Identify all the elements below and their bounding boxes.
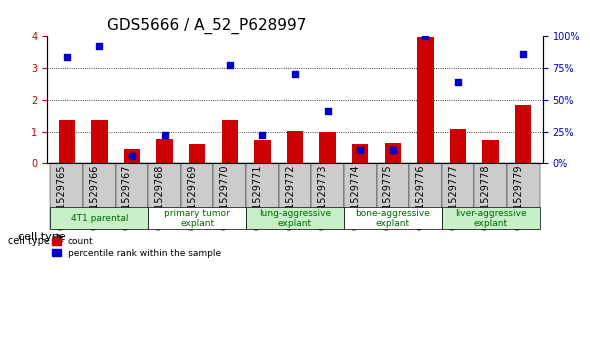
- Point: [356, 147, 365, 153]
- Bar: [246, 163, 278, 229]
- Text: bone-aggressive
explant: bone-aggressive explant: [355, 209, 430, 228]
- Point: [519, 51, 528, 57]
- Text: primary tumor
explant: primary tumor explant: [164, 209, 230, 228]
- Text: cell type: cell type: [18, 232, 65, 242]
- Bar: [148, 163, 181, 229]
- Bar: [417, 37, 434, 163]
- Point: [323, 108, 332, 114]
- Bar: [352, 144, 368, 163]
- Point: [421, 33, 430, 39]
- Point: [388, 147, 398, 153]
- Bar: [189, 144, 205, 163]
- Bar: [474, 163, 507, 229]
- Bar: [181, 163, 214, 229]
- Bar: [312, 163, 344, 229]
- Bar: [287, 131, 303, 163]
- Bar: [58, 121, 75, 163]
- Bar: [409, 163, 442, 229]
- Text: cell type  ▶: cell type ▶: [8, 236, 63, 246]
- Legend: count, percentile rank within the sample: count, percentile rank within the sample: [52, 237, 221, 258]
- Bar: [148, 207, 246, 229]
- Bar: [515, 105, 532, 163]
- Bar: [51, 207, 148, 229]
- Bar: [254, 140, 271, 163]
- Text: liver-aggressive
explant: liver-aggressive explant: [455, 209, 526, 228]
- Bar: [442, 207, 539, 229]
- Bar: [450, 129, 466, 163]
- Bar: [385, 143, 401, 163]
- Bar: [156, 139, 173, 163]
- Bar: [83, 163, 116, 229]
- Bar: [91, 119, 107, 163]
- Bar: [344, 163, 376, 229]
- Bar: [507, 163, 539, 229]
- Point: [258, 132, 267, 138]
- Text: lung-aggressive
explant: lung-aggressive explant: [259, 209, 331, 228]
- Bar: [222, 119, 238, 163]
- Point: [225, 62, 234, 68]
- Bar: [319, 132, 336, 163]
- Bar: [344, 207, 442, 229]
- Bar: [214, 163, 246, 229]
- Point: [127, 154, 137, 159]
- Point: [62, 54, 71, 60]
- Bar: [442, 163, 474, 229]
- Bar: [116, 163, 148, 229]
- Bar: [51, 163, 83, 229]
- Bar: [246, 207, 344, 229]
- Bar: [278, 163, 312, 229]
- Point: [160, 132, 169, 138]
- Text: 4T1 parental: 4T1 parental: [71, 214, 128, 223]
- Bar: [124, 149, 140, 163]
- Bar: [483, 140, 499, 163]
- Point: [94, 44, 104, 49]
- Point: [453, 79, 463, 85]
- Text: GDS5666 / A_52_P628997: GDS5666 / A_52_P628997: [107, 17, 306, 33]
- Point: [290, 72, 300, 77]
- Bar: [376, 163, 409, 229]
